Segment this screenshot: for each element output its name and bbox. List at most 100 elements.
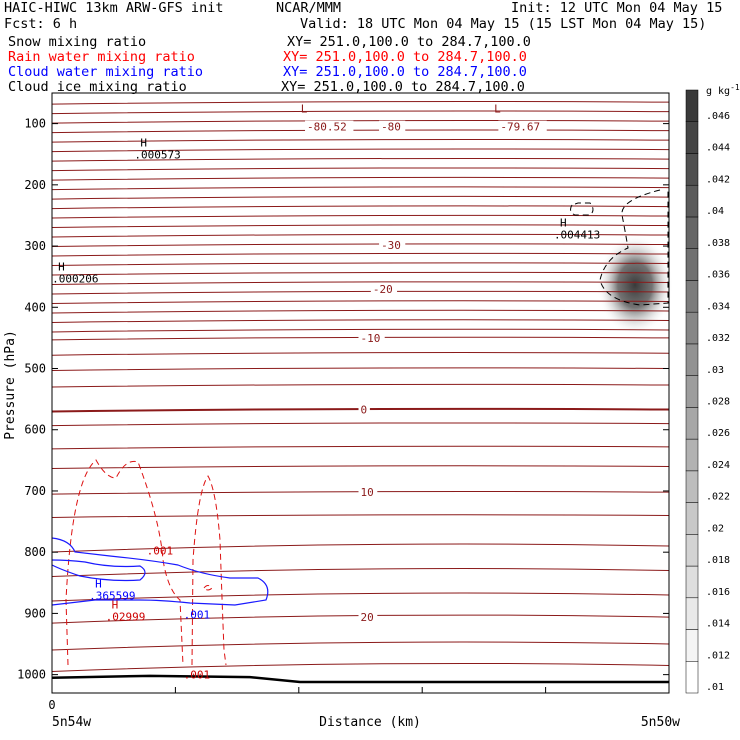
extremum-marker: L: [301, 103, 308, 116]
colorbar-tick-label: .018: [706, 555, 730, 566]
colorbar-tick-label: .034: [706, 301, 730, 312]
x-tick-label: 0: [48, 698, 55, 712]
y-tick-label: 700: [24, 484, 46, 498]
y-tick-label: 100: [24, 117, 46, 131]
header: HAIC-HIWC 13km ARW-GFS init NCAR/MMM Ini…: [0, 0, 740, 100]
y-tick-label: 200: [24, 178, 46, 192]
field-xy-cloud-water: XY= 251.0,100.0 to 284.7,100.0: [283, 64, 527, 80]
extremum-marker: H: [112, 599, 119, 612]
extremum-marker: H: [140, 136, 147, 149]
y-tick-label: 800: [24, 545, 46, 559]
label-background: [379, 120, 406, 133]
colorbar-swatch: [685, 89, 699, 122]
label-background: [305, 120, 354, 133]
isotherm-line: [51, 101, 670, 105]
isotherm-line: [51, 300, 670, 304]
colorbar-tick-label: .042: [706, 174, 730, 185]
colorbar-tick-label: .036: [706, 270, 730, 281]
cloud-water-contours: [51, 537, 269, 606]
isotherm-line: [51, 281, 670, 285]
x-axis: 0: [48, 687, 670, 712]
snow-mixing-ratio-max: [597, 235, 673, 335]
colorbar-swatch: [685, 470, 699, 503]
label-background: [498, 120, 547, 133]
field-xy-cloud-ice: XY= 251.0,100.0 to 284.7,100.0: [281, 79, 525, 95]
isotherm-label: -80: [381, 121, 401, 134]
isotherm-line: [51, 328, 670, 333]
colorbar-swatch: [685, 661, 699, 694]
colorbar-swatch: [685, 502, 699, 535]
valid-time: Valid: 18 UTC Mon 04 May 15 (15 LST Mon …: [300, 16, 707, 32]
y-tick-label: 400: [24, 300, 46, 314]
isotherm-line: [51, 367, 670, 372]
y-tick-label: 300: [24, 239, 46, 253]
isotherm-line: [51, 271, 670, 276]
y-tick-label: 600: [24, 423, 46, 437]
colorbar-tick-label: .024: [706, 460, 730, 471]
isotherm-line: [51, 309, 670, 314]
y-tick-label: 500: [24, 362, 46, 376]
extremum-value: .02999: [106, 611, 146, 624]
label-background: [358, 403, 370, 416]
label-background: [379, 238, 406, 251]
isotherm-line: [51, 383, 670, 388]
label-background: [358, 486, 378, 499]
colorbar-swatch: [685, 184, 699, 218]
colorbar-swatch: [685, 375, 699, 408]
temperature-contours: [51, 101, 670, 684]
forecast-hour: Fcst: 6 h: [4, 16, 78, 32]
isotherm-line: [51, 465, 670, 469]
colorbar-tick-label: .038: [706, 238, 730, 249]
isotherm-line: [51, 205, 670, 210]
isotherm-line: [51, 110, 670, 115]
label-background: [358, 611, 378, 624]
isotherm-line: [51, 243, 670, 248]
colorbar-swatch: [685, 438, 699, 472]
field-name-cloud-ice: Cloud ice mixing ratio: [8, 79, 187, 95]
colorbar-swatch: [685, 534, 699, 567]
extremum-marker: H: [58, 261, 65, 274]
y-axis-title: Pressure (hPa): [3, 330, 18, 440]
colorbar-tick-label: .016: [706, 587, 730, 598]
isotherm-label: 0: [361, 404, 368, 417]
colorbar-tick-label: .02: [706, 523, 724, 534]
isotherm-label: 20: [361, 611, 374, 624]
isotherm-line: [51, 319, 670, 323]
isotherm-line: [51, 592, 670, 602]
field-name-rain: Rain water mixing ratio: [8, 49, 195, 65]
colorbar-swatch: [685, 121, 699, 154]
extremum-marker: H: [95, 578, 102, 591]
isotherm-line: [51, 214, 670, 219]
x-start-location: 5n54w: [52, 715, 91, 730]
colorbar: g kg-1 .01 .012 .014 .016 .018 .02 .022 .024 .02…: [685, 83, 740, 694]
isotherm-line: [51, 662, 670, 672]
isotherm-line: [51, 352, 670, 356]
cloud-ice-contours: [570, 189, 669, 306]
center-name: NCAR/MMM: [276, 0, 342, 16]
label-background: [358, 331, 385, 344]
isotherm-line: [51, 262, 670, 267]
x-end-location: 5n50w: [641, 715, 680, 730]
isotherm-label: -30: [381, 239, 401, 252]
colorbar-swatch: [685, 629, 699, 662]
plot-frame: [51, 92, 670, 694]
isotherm-line: [51, 224, 670, 229]
label-background: [370, 282, 398, 295]
isotherm-line: [51, 167, 670, 172]
isotherm-line: [51, 252, 670, 257]
colorbar-tick-label: .028: [706, 397, 730, 408]
terrain-line: [51, 674, 669, 684]
field-xy-snow: XY= 251.0,100.0 to 284.7,100.0: [287, 34, 531, 50]
isotherm-line: [51, 445, 670, 450]
colorbar-swatch: [685, 565, 699, 599]
colorbar-swatch: [685, 153, 699, 186]
extremum-value: .000573: [134, 148, 180, 161]
isotherm-line: [51, 514, 670, 518]
x-axis-title: Distance (km): [319, 715, 421, 730]
isotherm-line: [51, 641, 670, 651]
contour-label: .001: [147, 544, 174, 557]
rain-water-contours: [65, 459, 227, 666]
colorbar-swatch: [685, 407, 699, 440]
y-tick-label: 900: [24, 606, 46, 620]
colorbar-swatch: [685, 597, 699, 630]
